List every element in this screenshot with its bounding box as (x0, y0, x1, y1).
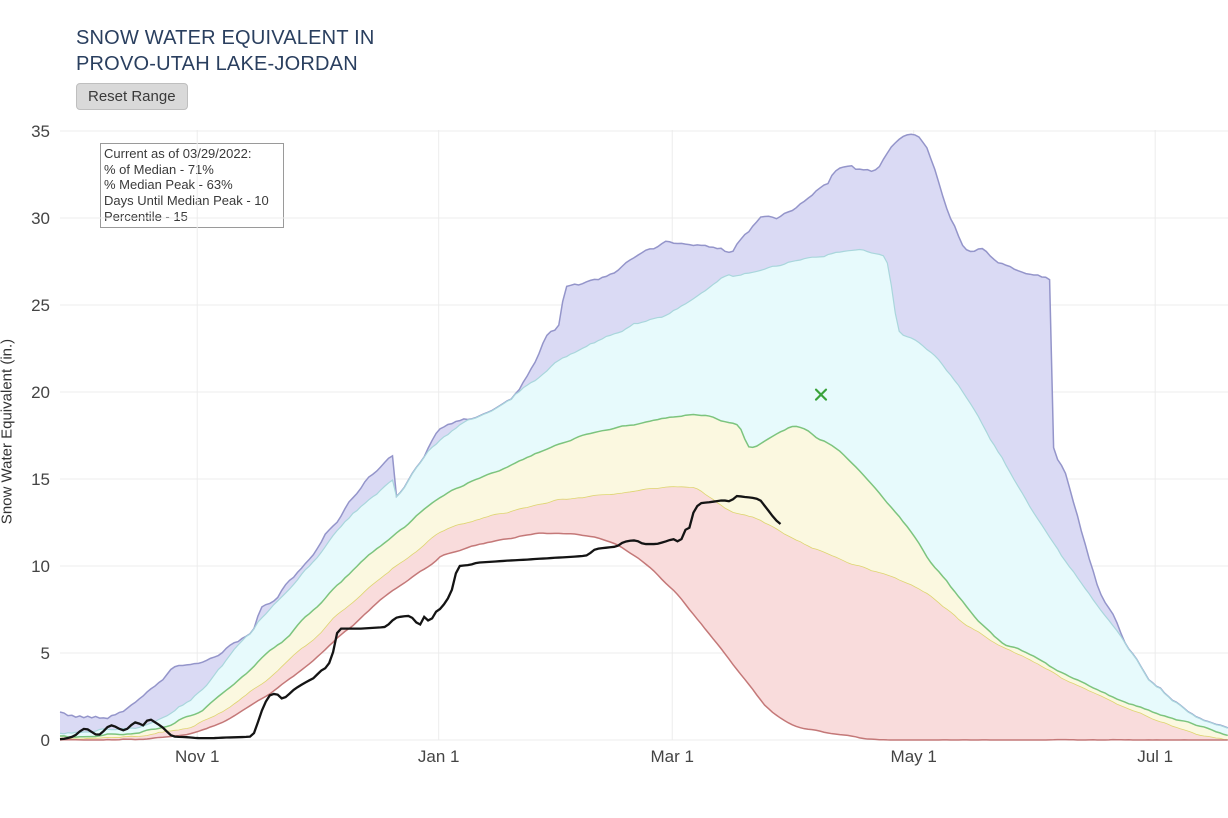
svg-text:Nov 1: Nov 1 (175, 747, 219, 766)
svg-text:Jul 1: Jul 1 (1137, 747, 1173, 766)
svg-text:25: 25 (31, 296, 50, 315)
svg-text:May 1: May 1 (891, 747, 937, 766)
svg-text:Jan 1: Jan 1 (418, 747, 460, 766)
svg-text:15: 15 (31, 470, 50, 489)
svg-text:10: 10 (31, 557, 50, 576)
svg-text:20: 20 (31, 383, 50, 402)
svg-text:5: 5 (41, 644, 50, 663)
svg-text:35: 35 (31, 122, 50, 141)
svg-text:0: 0 (41, 731, 50, 750)
svg-text:30: 30 (31, 209, 50, 228)
svg-text:Mar 1: Mar 1 (650, 747, 693, 766)
